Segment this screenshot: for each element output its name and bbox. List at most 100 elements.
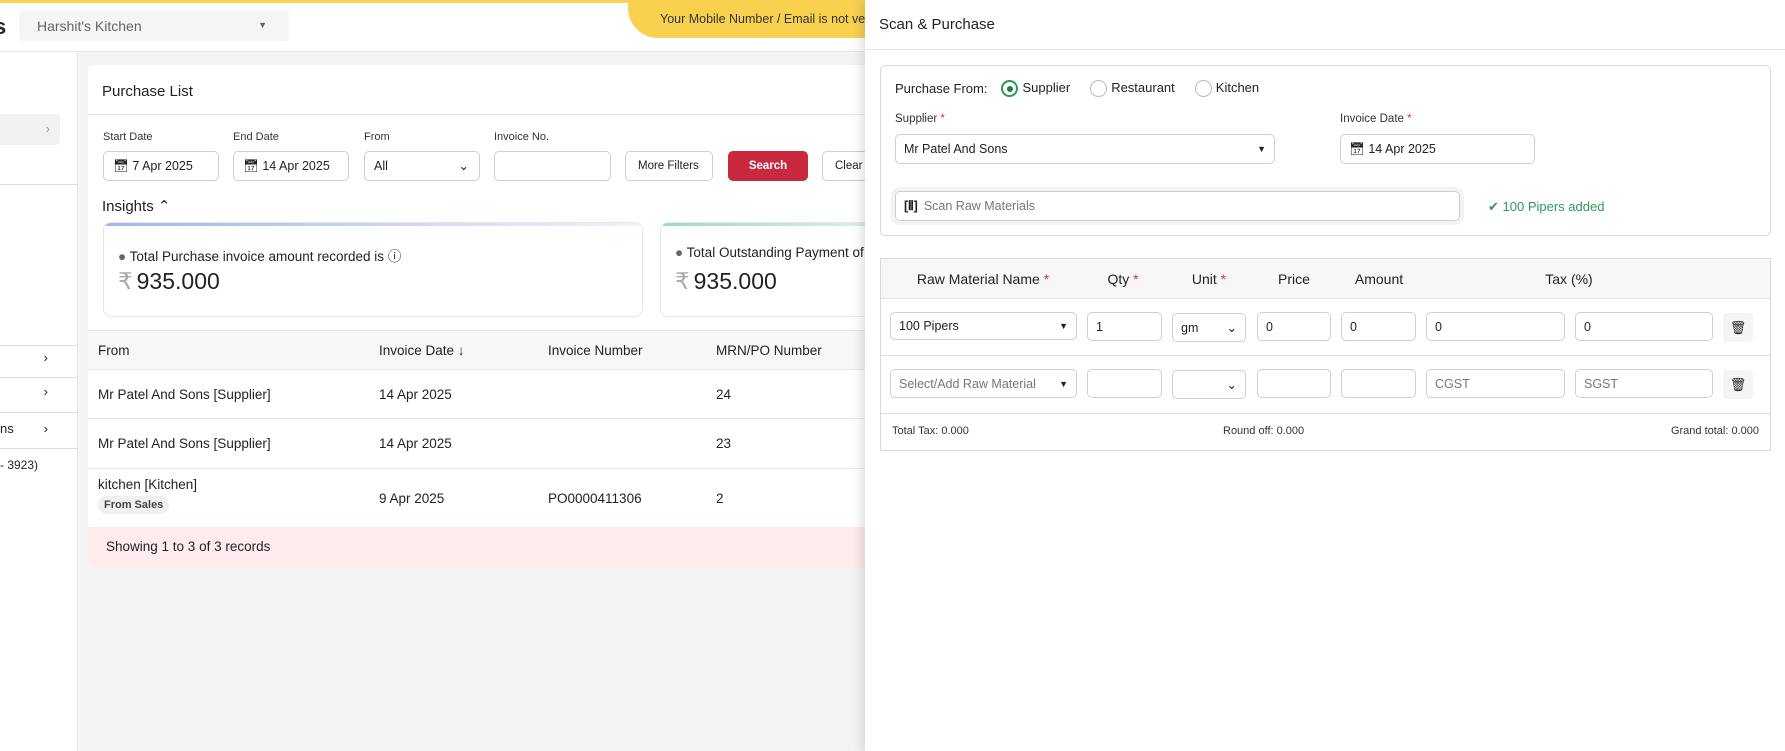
header-text: Unit — [1191, 271, 1217, 287]
sidebar-item-active[interactable]: › — [0, 114, 60, 145]
header-text: Qty — [1107, 271, 1130, 287]
radio-label: Restaurant — [1111, 80, 1175, 95]
insight-value: 935.000 — [693, 268, 777, 294]
sgst-input[interactable]: 0 — [1575, 312, 1713, 341]
chevron-right-icon: › — [43, 350, 48, 365]
price-input[interactable] — [1257, 369, 1331, 398]
start-date-label: Start Date — [103, 131, 153, 143]
radio-supplier[interactable]: Supplier — [1001, 80, 1070, 98]
calendar-icon: 📅︎ — [243, 159, 259, 173]
radio-icon — [1194, 80, 1212, 98]
check-circle-icon: ✔ — [1488, 199, 1499, 214]
sidebar-item-label: ns — [0, 421, 14, 436]
amount-input[interactable] — [1341, 369, 1416, 398]
store-name: Harshit's Kitchen — [37, 18, 142, 34]
cell-invoice: PO0000411306 — [548, 491, 642, 506]
header-text: Raw Material Name — [916, 271, 1040, 287]
cell-from: Mr Patel And Sons [Supplier] — [98, 436, 271, 451]
divider — [0, 377, 78, 378]
divider — [0, 345, 78, 346]
verification-banner[interactable]: Your Mobile Number / Email is not verifi… — [628, 0, 888, 38]
more-filters-button[interactable]: More Filters — [625, 151, 713, 181]
drawer-title: Scan & Purchase — [879, 16, 995, 33]
sidebar-item[interactable]: › — [0, 350, 60, 370]
raw-material-select[interactable]: 100 Pipers ▼ — [890, 312, 1077, 340]
radio-kitchen[interactable]: Kitchen — [1194, 80, 1259, 98]
barcode-scan-icon: [⦀] — [904, 198, 918, 213]
rupee-icon: ₹ — [118, 268, 133, 294]
invoice-input[interactable] — [494, 151, 611, 181]
invoice-date-input[interactable]: 📅︎ 14 Apr 2025 — [1340, 134, 1535, 164]
search-button[interactable]: Search — [728, 151, 808, 181]
column-header[interactable]: MRN/PO Number — [716, 343, 822, 358]
start-date-input[interactable]: 📅︎ 7 Apr 2025 — [103, 151, 219, 181]
divider — [0, 184, 78, 185]
cell-date: 14 Apr 2025 — [379, 387, 452, 402]
table-row[interactable]: kitchen [Kitchen] From Sales 9 Apr 2025 P… — [88, 469, 888, 527]
raw-material-placeholder: Select/Add Raw Material — [899, 376, 1036, 391]
price-input[interactable]: 0 — [1257, 312, 1331, 341]
from-value: All — [374, 159, 388, 173]
table-row[interactable]: Mr Patel And Sons [Supplier] 14 Apr 2025… — [88, 419, 888, 469]
store-selector[interactable]: Harshit's Kitchen ▼ — [19, 10, 289, 41]
scan-status: ✔ 100 Pipers added — [1488, 199, 1604, 215]
table-row[interactable]: Mr Patel And Sons [Supplier] 14 Apr 2025… — [88, 370, 888, 419]
sidebar-item[interactable]: ns › — [0, 421, 60, 441]
raw-material-select[interactable]: Select/Add Raw Material ▼ — [890, 369, 1077, 398]
cell-date: 9 Apr 2025 — [379, 491, 445, 506]
insight-card: ● Total Purchase invoice amount recorded… — [103, 222, 643, 317]
qty-input[interactable]: 1 — [1087, 312, 1162, 341]
unit-select[interactable]: gm ⌄ — [1172, 313, 1246, 342]
delete-row-button[interactable]: 🗑︎ — [1723, 370, 1753, 399]
raw-materials-table: Raw Material Name * Qty * Unit * Price A… — [880, 258, 1771, 451]
chevron-right-icon: › — [45, 121, 50, 136]
pagination-info: Showing 1 to 3 of 3 records — [88, 527, 888, 568]
qty-input[interactable] — [1087, 369, 1162, 398]
end-date-input[interactable]: 📅︎ 14 Apr 2025 — [233, 151, 349, 181]
cgst-input[interactable]: 0 — [1426, 312, 1565, 341]
chevron-right-icon: › — [43, 384, 48, 399]
unit-value: gm — [1181, 320, 1199, 335]
column-header[interactable]: Invoice Date ↓ — [379, 343, 465, 358]
supplier-label: Supplier * — [895, 113, 945, 125]
radio-restaurant[interactable]: Restaurant — [1090, 80, 1175, 98]
column-header-tax: Tax (%) — [1545, 271, 1593, 287]
calendar-icon: 📅︎ — [1349, 141, 1365, 156]
caret-down-icon: ▼ — [258, 20, 267, 30]
rupee-icon: ₹ — [675, 268, 690, 294]
cgst-input[interactable]: CGST — [1426, 369, 1565, 398]
logo: s — [0, 14, 7, 39]
column-header-amount: Amount — [1354, 271, 1404, 287]
cell-from: kitchen [Kitchen] — [98, 477, 198, 492]
delete-row-button[interactable]: 🗑︎ — [1723, 313, 1753, 342]
purchase-list-card: Purchase List Start Date 📅︎ 7 Apr 2025 E… — [88, 65, 960, 568]
column-header[interactable]: Invoice Number — [548, 343, 643, 358]
radio-icon — [1001, 80, 1019, 98]
trash-icon: 🗑︎ — [1729, 376, 1747, 392]
sidebar: › › › ns › - 3923) — [0, 52, 78, 751]
chevron-up-icon: ⌃ — [157, 198, 171, 215]
scan-raw-materials-input[interactable]: [⦀] Scan Raw Materials — [895, 191, 1460, 221]
amount-input[interactable]: 0 — [1341, 312, 1416, 341]
caret-down-icon: ▼ — [1059, 378, 1068, 389]
cell-mrn: 23 — [716, 436, 732, 451]
divider — [865, 49, 1785, 50]
column-header-price: Price — [1278, 271, 1310, 287]
grand-total: Grand total: 0.000 — [1670, 425, 1759, 437]
scan-placeholder: Scan Raw Materials — [923, 199, 1035, 213]
unit-select[interactable]: ⌄ — [1172, 370, 1246, 399]
supplier-label-text: Supplier — [895, 113, 938, 125]
from-select[interactable]: All ⌄ — [364, 151, 480, 181]
info-icon[interactable]: ⓘ — [387, 249, 402, 264]
chevron-down-icon: ⌄ — [1226, 378, 1237, 392]
insights-toggle[interactable]: Insights ⌃ — [102, 197, 170, 215]
sgst-input[interactable]: SGST — [1575, 369, 1713, 398]
insights-label: Insights — [102, 198, 154, 215]
sidebar-item[interactable]: › — [0, 384, 60, 404]
caret-down-icon: ▼ — [1059, 321, 1068, 331]
page-title: Purchase List — [102, 83, 193, 100]
invoice-date-label: Invoice Date * — [1340, 113, 1412, 125]
supplier-select[interactable]: Mr Patel And Sons ▼ — [895, 134, 1275, 164]
column-header[interactable]: From — [98, 343, 130, 358]
raw-material-value: 100 Pipers — [899, 319, 959, 333]
